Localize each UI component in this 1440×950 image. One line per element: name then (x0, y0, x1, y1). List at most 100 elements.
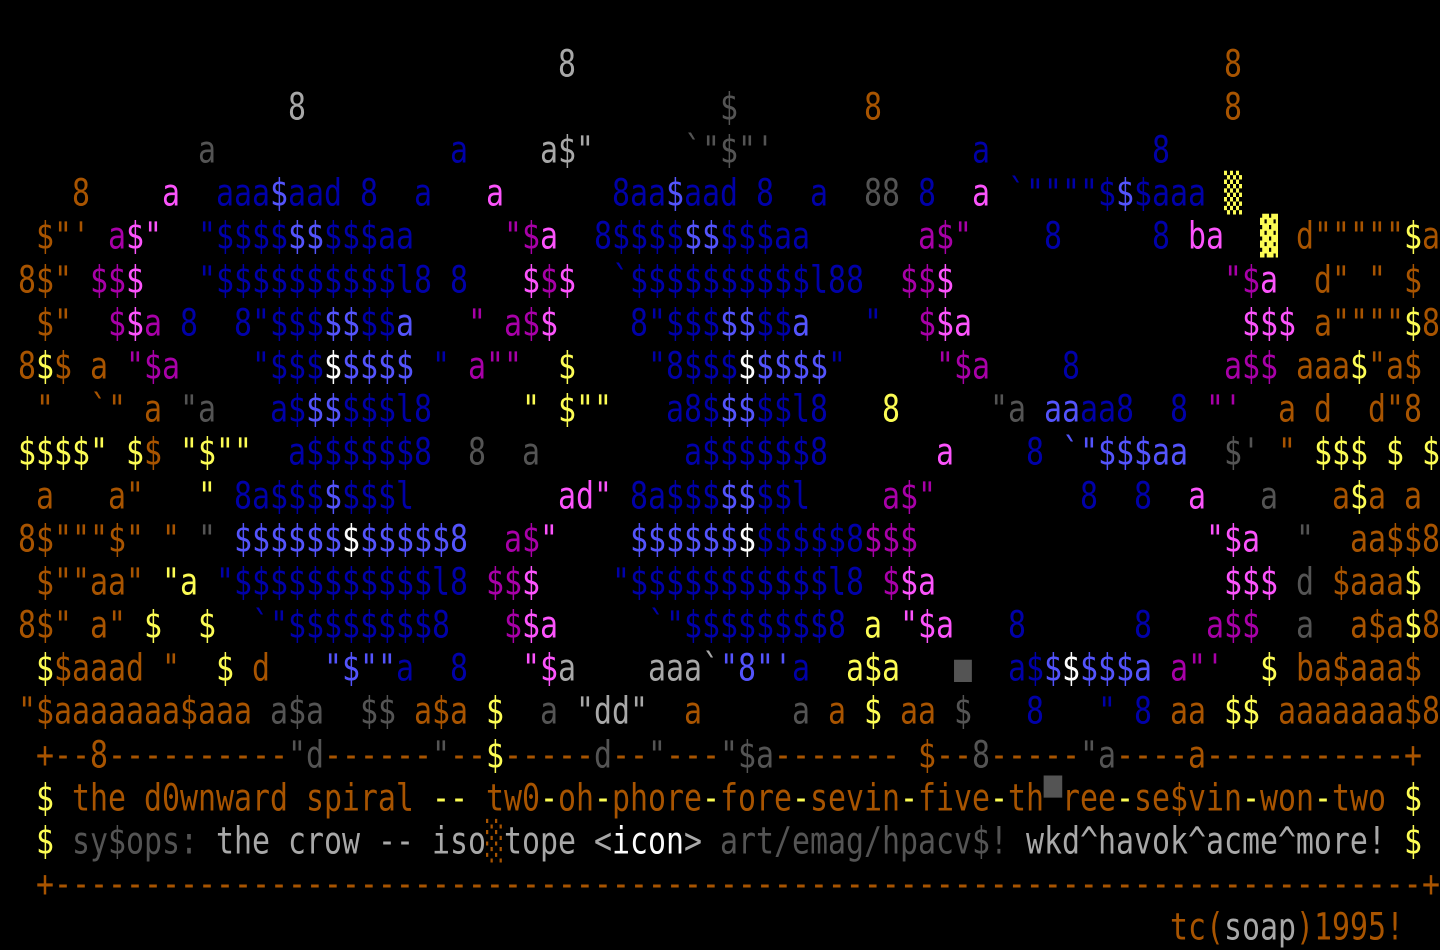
art-text: a (1332, 474, 1350, 518)
art-text: 8 (72, 171, 90, 216)
art-text: a (108, 214, 126, 259)
art-row: 8$" a" $ $ `"$$$$$$$$8 $ $a `"$$$$$$$$8 a "$a 8 8 a$… (0, 603, 1440, 648)
art-text: 8 (468, 430, 486, 475)
art-text: "$aaaaaaa$aaa (18, 689, 252, 734)
art-text: " (162, 517, 180, 561)
art-text: $$$$$$ (630, 517, 738, 561)
art-text: - (594, 776, 612, 821)
art-text: "8$$$ (648, 344, 738, 389)
art-text: a (540, 689, 558, 734)
art-text: 8 (450, 258, 468, 302)
art-text: $" (36, 301, 72, 346)
art-text: a (1404, 474, 1422, 518)
art-text: $ (126, 258, 144, 302)
art-text: 8 (558, 42, 576, 86)
art-text: a (396, 301, 414, 346)
art-text: the crow -- iso (216, 819, 486, 864)
art-text: $ (36, 646, 54, 691)
art-text: $"" (558, 387, 612, 432)
art-text: a$$ (1206, 603, 1260, 648)
art-text: a (792, 646, 810, 691)
art-text: $ (126, 430, 144, 475)
art-text: `$$$$$$$$$$l8 (612, 258, 846, 302)
art-text: $$$ (864, 517, 918, 561)
art-text: sevin (810, 776, 900, 821)
art-text: a"""" (1314, 301, 1404, 346)
art-row: 8$"""$" " " $$$$$$ $ $$$$$8 a$ " $$$$$$ $ $$$$$8 $$… (0, 518, 1440, 561)
art-text: 8 (288, 85, 306, 130)
art-text: $ (558, 258, 576, 302)
art-text: +-- (36, 733, 90, 777)
art-text: soap (1224, 905, 1296, 950)
art-row: 8$" $$ $ "$$$$$$$$$$l8 8 $ $ $ `$$$$$$$$$$l8 8 $$ $… (0, 259, 1440, 302)
art-text: a" (90, 603, 126, 648)
art-text: -- (612, 733, 648, 777)
art-text: 8 (1422, 301, 1440, 346)
art-text: - (990, 776, 1008, 821)
art-text: a (972, 128, 990, 173)
art-text: a (414, 171, 432, 216)
art-text: $$$$ (756, 344, 828, 389)
art-text: " (864, 301, 882, 346)
art-text: 8 (450, 646, 468, 691)
art-text: +---------------------------------------… (36, 862, 1422, 907)
art-text: a"' (1170, 646, 1224, 691)
art-text: $ (522, 560, 540, 605)
art-row: $ sy$ops: the crow -- iso ░ tope < icon > art/e… (0, 820, 1440, 863)
art-text: d (1314, 387, 1332, 432)
art-text: $$ (360, 301, 396, 346)
art-text: $ (540, 258, 558, 302)
art-text: $$ (720, 301, 756, 346)
art-text: "$a (720, 733, 774, 777)
art-text: $ (1404, 603, 1422, 648)
art-row: 8 $8 8 (0, 86, 1440, 129)
art-text: oh (558, 776, 594, 821)
art-row: +---------------------------------------… (0, 862, 1440, 907)
art-text: $""aa" (36, 560, 144, 605)
art-text: $$$$$8 (360, 517, 468, 561)
art-text: `"$"' (684, 128, 774, 173)
art-text: wkd^havok^acme^more! (1026, 819, 1386, 864)
art-text: - (540, 776, 558, 821)
art-text: " (198, 517, 216, 561)
art-text: $ (1062, 646, 1080, 691)
art-text: a$" (918, 214, 972, 259)
art-text: tc( (1170, 905, 1224, 950)
art-text: $ (324, 344, 342, 389)
art-text: $ (1350, 474, 1368, 518)
art-text: aad (288, 171, 342, 216)
art-row: $ the d0wnward spiral -- tw0- oh - phore - fore -… (0, 777, 1440, 820)
art-text: aa8 (1080, 387, 1134, 432)
art-text: aad (684, 171, 738, 216)
art-text: a (1188, 733, 1206, 777)
art-text: 8 (1080, 474, 1098, 518)
art-text: a (396, 646, 414, 691)
art-text: a (144, 301, 162, 346)
art-text: " (36, 387, 54, 432)
art-text: "' (1206, 387, 1242, 432)
art-text: $ (54, 344, 72, 389)
art-text: a (198, 128, 216, 173)
art-text: $$l (756, 474, 810, 518)
art-row: 8 a aaa $ aad 8 a a 8aa $ aad 8 a 88 8 a `""""$ $ $aaa ▒ (0, 171, 1440, 216)
art-text: - (702, 776, 720, 821)
art-text: 8aa (612, 171, 666, 216)
art-text: `" (90, 387, 126, 432)
art-text: $a (936, 301, 972, 346)
art-text: $ (882, 560, 900, 605)
art-row: 8 $ $ a "$a "$$$ $ $$$$ " a"" $ "8$$$ $ $$$$ " "$a 8 a$$ a… (0, 345, 1440, 388)
art-text: "$ (1224, 258, 1260, 302)
art-text: th (1008, 776, 1044, 821)
art-text: ----- (504, 733, 594, 777)
art-text: - (1242, 776, 1260, 821)
art-text: 8$" (18, 603, 72, 648)
art-text: $$ (756, 301, 792, 346)
art-text: a$a (414, 689, 468, 734)
art-text: 88 (864, 171, 900, 216)
art-row: +-- 8 ---------- "d ------ " -- $ ----- d -- " --- "$… (0, 734, 1440, 777)
art-text: "a (1080, 733, 1116, 777)
art-text: fore (720, 776, 792, 821)
art-text: "$a (936, 344, 990, 389)
art-text: 8"$$$ (234, 301, 324, 346)
art-text: 8 (1134, 474, 1152, 518)
